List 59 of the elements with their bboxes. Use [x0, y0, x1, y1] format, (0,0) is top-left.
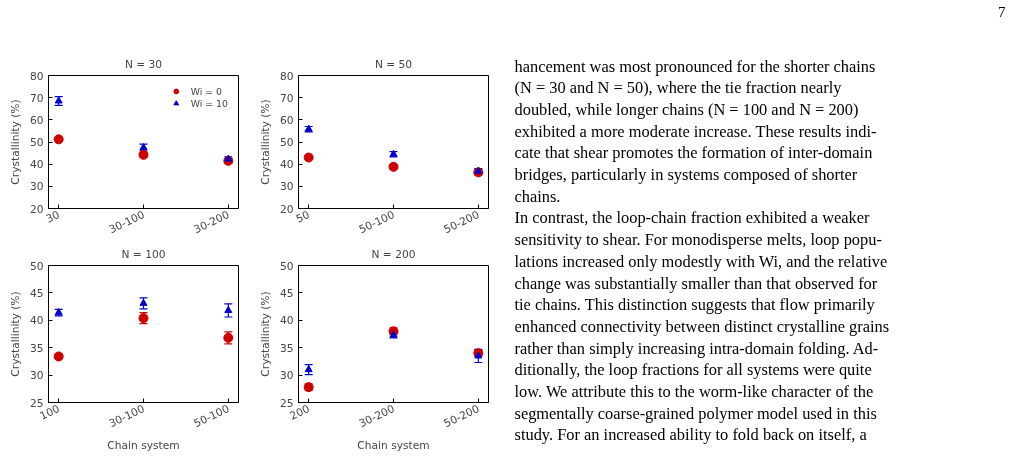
text: segmentally coarse-grained polymer model used in this: [514, 403, 877, 423]
y-tick-label: 80: [279, 69, 294, 83]
text: chains.: [514, 186, 561, 206]
chart-title: N = 30: [124, 57, 163, 71]
y-tick-label: 60: [279, 113, 294, 127]
chart-title: N = 100: [121, 247, 166, 261]
y-tick-label: 25: [29, 396, 44, 410]
text: low. We attribute this to the worm-like character of the: [514, 382, 874, 401]
y-tick-label: 30: [29, 180, 44, 194]
y-tick-label: 35: [279, 341, 294, 355]
y-tick-label: 20: [279, 202, 294, 216]
text: study. For an increased ability to fold back on itself, a: [514, 425, 868, 445]
text: enhanced connectivity between distinct crystalline grains: [514, 316, 890, 336]
y-tick-label: 40: [29, 158, 44, 172]
y-axis-title: Crystallinity (%): [8, 291, 22, 377]
y-tick-label: 50: [279, 259, 294, 273]
y-tick-label: 40: [279, 158, 294, 172]
y-tick-label: 80: [29, 69, 44, 83]
text: 7: [998, 3, 1006, 20]
y-tick-label: 45: [279, 286, 294, 300]
y-tick-label: 70: [29, 91, 44, 105]
y-axis-title: Crystallinity (%): [258, 291, 272, 377]
text: doubled, while longer chains (N = 100 and N = 200): [514, 99, 859, 119]
text: bridges, particularly in systems composed of shorter: [514, 165, 858, 184]
x-tick-label: 30: [43, 208, 62, 226]
text: sensitivity to shear. For monodisperse melts, loop popu-: [514, 230, 882, 250]
y-tick-label: 50: [29, 259, 44, 273]
y-tick-label: 35: [29, 341, 44, 355]
legend-label: Wi = 10: [190, 97, 228, 109]
y-tick-label: 50: [29, 136, 44, 149]
y-axis-title: Crystallinity (%): [8, 99, 22, 185]
legend-label: Wi = 0: [190, 85, 223, 97]
y-tick-label: 40: [279, 314, 294, 328]
text: hancement was most pronounced for the shorter chains: [514, 56, 876, 76]
x-axis-title: Chain system: [357, 439, 430, 453]
y-tick-label: 40: [29, 314, 44, 328]
text: tie chains. This distinction suggests that flow primarily: [514, 295, 876, 315]
y-tick-label: 70: [279, 91, 294, 105]
text: rather than simply increasing intra-domain folding. Ad-: [514, 338, 879, 358]
y-tick-label: 20: [29, 202, 44, 216]
y-tick-label: 50: [279, 136, 294, 149]
text: cate that shear promotes the formation of inter-domain: [514, 143, 873, 163]
text: lations increased only modestly with Wi, and the relative: [514, 251, 888, 271]
y-tick-label: 60: [29, 113, 44, 127]
x-axis-title: Chain system: [107, 439, 180, 453]
y-tick-label: 30: [279, 369, 294, 383]
y-tick-label: 30: [279, 180, 294, 194]
y-tick-label: 25: [279, 396, 294, 410]
y-tick-label: 30: [29, 369, 44, 383]
chart-title: N = 200: [371, 247, 416, 261]
text: exhibited a more moderate increase. These results indi-: [514, 121, 877, 141]
text: In contrast, the loop-chain fraction exhibited a weaker: [514, 208, 871, 228]
text: ditionally, the loop fractions for all systems were quite: [514, 360, 872, 380]
y-tick-label: 45: [29, 286, 44, 300]
y-axis-title: Crystallinity (%): [258, 99, 272, 185]
chart-title: N = 50: [374, 57, 413, 71]
x-tick-label: 50: [293, 208, 312, 226]
text: change was substantially smaller than that observed for: [514, 273, 878, 293]
text: (N = 30 and N = 50), where the tie fraction nearly: [514, 78, 843, 98]
